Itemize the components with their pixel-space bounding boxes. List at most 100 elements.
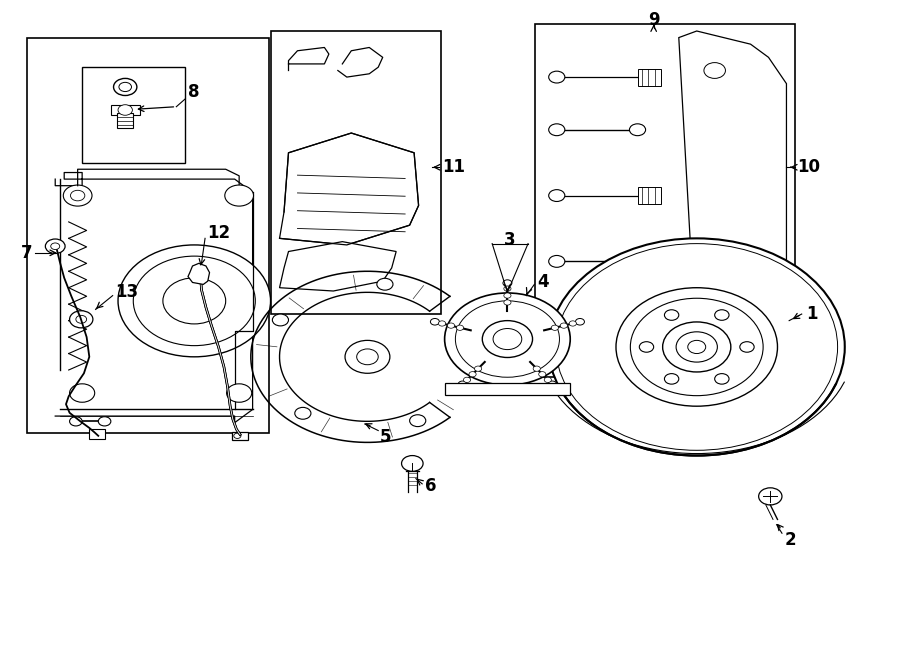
Circle shape	[548, 381, 557, 387]
Circle shape	[133, 256, 256, 346]
Circle shape	[227, 384, 252, 403]
Circle shape	[69, 416, 82, 426]
Bar	[82, 67, 185, 163]
Circle shape	[447, 323, 454, 329]
Polygon shape	[280, 242, 396, 291]
Text: 10: 10	[797, 158, 820, 176]
Bar	[638, 187, 661, 204]
Circle shape	[616, 288, 778, 407]
Text: 7: 7	[21, 244, 32, 262]
Text: 8: 8	[188, 83, 200, 101]
Circle shape	[410, 414, 426, 426]
Circle shape	[630, 298, 763, 396]
Circle shape	[377, 278, 393, 290]
Circle shape	[163, 278, 226, 324]
Circle shape	[469, 371, 476, 377]
Bar	[89, 429, 105, 439]
Text: 1: 1	[806, 305, 818, 323]
Circle shape	[715, 373, 729, 384]
Circle shape	[438, 321, 446, 326]
Circle shape	[45, 239, 65, 253]
Circle shape	[716, 319, 749, 342]
Text: 13: 13	[115, 284, 139, 301]
Circle shape	[556, 244, 838, 450]
Circle shape	[482, 321, 533, 358]
Circle shape	[759, 488, 782, 505]
Circle shape	[544, 377, 552, 383]
Circle shape	[119, 83, 131, 92]
Circle shape	[504, 286, 511, 292]
Circle shape	[504, 293, 511, 298]
Circle shape	[549, 239, 845, 455]
Circle shape	[662, 322, 731, 372]
Circle shape	[458, 381, 467, 387]
Circle shape	[50, 243, 59, 250]
Circle shape	[345, 340, 390, 373]
Text: 4: 4	[537, 274, 549, 292]
Bar	[536, 24, 796, 377]
Circle shape	[273, 314, 289, 326]
Circle shape	[503, 280, 512, 286]
Circle shape	[569, 321, 576, 326]
Text: 12: 12	[207, 224, 230, 242]
Circle shape	[704, 63, 725, 79]
Circle shape	[118, 104, 132, 115]
Circle shape	[63, 185, 92, 206]
Circle shape	[98, 416, 111, 426]
Circle shape	[549, 124, 565, 136]
Circle shape	[69, 384, 94, 403]
Circle shape	[356, 349, 378, 365]
Circle shape	[575, 319, 584, 325]
Circle shape	[676, 332, 717, 362]
Circle shape	[445, 293, 571, 385]
Circle shape	[664, 310, 679, 321]
Circle shape	[225, 185, 254, 206]
Circle shape	[401, 455, 423, 471]
Bar	[111, 105, 140, 114]
Circle shape	[740, 342, 754, 352]
Text: 2: 2	[785, 531, 796, 549]
Bar	[117, 113, 133, 128]
Text: 6: 6	[425, 477, 436, 496]
Text: 11: 11	[442, 158, 465, 176]
Circle shape	[552, 325, 559, 330]
Circle shape	[549, 71, 565, 83]
Circle shape	[533, 366, 540, 371]
Circle shape	[549, 190, 565, 202]
Circle shape	[113, 79, 137, 96]
Circle shape	[539, 371, 546, 377]
Circle shape	[295, 407, 310, 419]
Circle shape	[455, 301, 560, 377]
Circle shape	[118, 245, 271, 357]
Circle shape	[629, 124, 645, 136]
Circle shape	[76, 315, 86, 323]
Bar	[638, 69, 661, 86]
Text: 9: 9	[648, 11, 660, 29]
Circle shape	[639, 342, 653, 352]
Bar	[445, 383, 571, 395]
Circle shape	[629, 255, 645, 267]
Text: 5: 5	[380, 428, 392, 446]
Circle shape	[464, 377, 471, 383]
Circle shape	[715, 310, 729, 321]
Bar	[271, 31, 441, 314]
Circle shape	[724, 325, 741, 336]
Polygon shape	[188, 263, 210, 284]
Circle shape	[70, 190, 85, 201]
Circle shape	[664, 373, 679, 384]
Bar	[232, 432, 248, 440]
Circle shape	[69, 311, 93, 328]
Circle shape	[504, 300, 511, 305]
Circle shape	[560, 323, 567, 329]
Circle shape	[688, 340, 706, 354]
Circle shape	[549, 255, 565, 267]
Polygon shape	[280, 133, 418, 245]
Circle shape	[456, 325, 464, 330]
Bar	[26, 38, 269, 432]
Circle shape	[430, 319, 439, 325]
Circle shape	[234, 433, 241, 438]
Polygon shape	[679, 31, 787, 370]
Circle shape	[474, 366, 482, 371]
Text: 3: 3	[504, 231, 516, 249]
Circle shape	[493, 329, 522, 350]
